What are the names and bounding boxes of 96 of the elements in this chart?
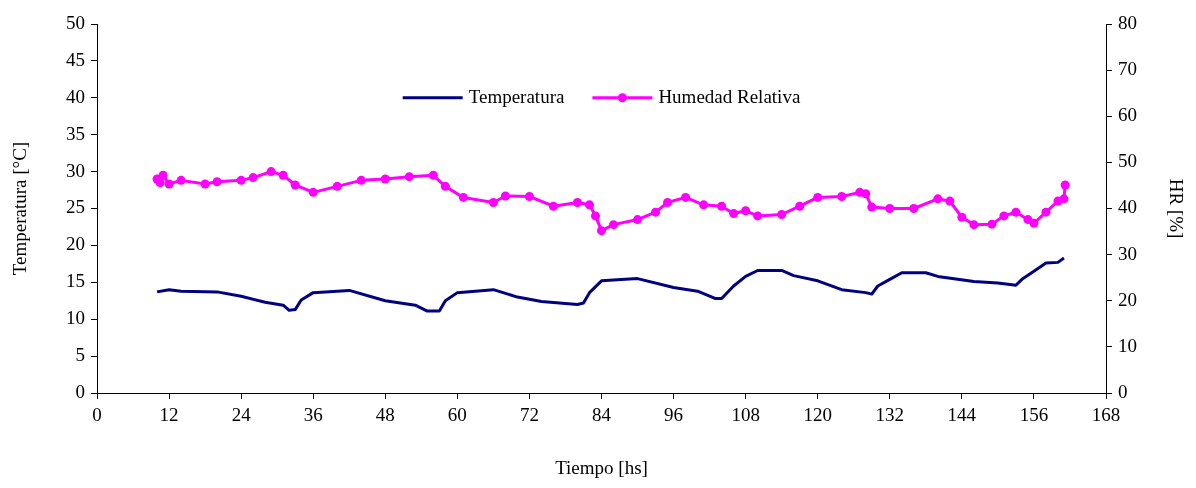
point [957,212,967,222]
x-tick-label: 120 [803,404,832,426]
y-tick-label: 25 [66,196,85,218]
point [248,173,258,183]
point [488,198,498,207]
point [1011,207,1021,217]
point [663,198,673,207]
point [164,179,174,189]
x-axis-title: Tiempo [hs] [555,456,648,478]
y2-tick-label: 20 [1118,288,1137,310]
point [500,191,510,201]
point [584,200,594,210]
y-tick-label: 40 [66,85,85,107]
y-tick-label: 30 [66,159,85,181]
y-tick-label: 20 [66,233,85,255]
point [1041,207,1051,217]
point [428,170,438,180]
x-tick-label: 144 [947,404,977,426]
y2-tick-label: 30 [1118,242,1137,264]
point [458,192,468,202]
point [236,175,246,185]
point [155,178,165,188]
y-tick-label: 45 [66,48,85,70]
x-tick-label: 36 [303,404,323,426]
y-tick-label: 15 [66,270,85,292]
point [158,170,168,180]
x-tick-label: 132 [875,404,905,426]
point [861,189,871,199]
point [777,210,787,219]
x-tick-label: 96 [664,404,684,426]
point [909,204,919,213]
point [729,209,739,219]
point [837,192,847,202]
x-tick-label: 12 [159,404,179,426]
point [999,211,1009,221]
y-tick-label: 35 [66,122,85,144]
point [212,177,222,187]
legend-label: Humedad Relativa [658,85,801,107]
point [867,202,877,212]
point [404,172,414,182]
y2-tick-label: 80 [1118,11,1137,33]
point [308,187,318,197]
point [609,220,619,230]
point [380,174,390,184]
x-tick-label: 0 [92,404,102,426]
point [753,211,763,221]
y2-tick-label: 10 [1118,334,1137,356]
point [969,220,979,230]
x-tick-label: 108 [731,404,760,426]
point [572,198,582,207]
y-tick-label: 10 [66,307,85,329]
point [1029,218,1039,228]
x-tick-label: 168 [1091,404,1121,426]
x-tick-label: 72 [519,404,539,426]
point [548,201,558,211]
point [681,192,691,202]
y-tick-label: 0 [75,380,85,402]
legend-label: Temperatura [468,85,565,107]
y2-tick-label: 40 [1118,196,1137,218]
point [266,167,276,177]
y2-tick-label: 70 [1118,58,1137,80]
point [590,211,600,221]
point [332,181,342,191]
x-tick-label: 24 [231,404,252,426]
point [200,179,210,189]
y-axis-title: Temperatura [°C] [9,141,31,276]
y2-tick-label: 60 [1118,104,1137,126]
y-tick-label: 50 [66,11,85,33]
y2-tick-label: 0 [1118,380,1128,402]
point [278,170,288,180]
point [1059,194,1069,204]
x-tick-label: 48 [375,404,395,426]
point [597,226,606,236]
point [741,206,751,216]
point [440,181,450,191]
y2-tick-label: 50 [1118,150,1137,172]
point [945,196,955,206]
point [699,200,709,210]
point [524,192,534,202]
point [1060,180,1070,190]
point [651,207,661,217]
point [795,201,805,211]
y2-axis-title: HR [%] [1165,178,1187,239]
point [290,180,300,190]
point [356,175,366,185]
x-tick-label: 84 [592,404,612,426]
x-tick-label: 156 [1019,404,1049,426]
point [813,192,823,202]
point [633,215,643,225]
point [933,194,943,204]
point [987,219,997,229]
x-tick-label: 60 [447,404,467,426]
point [717,201,727,211]
point [176,175,186,185]
y-tick-label: 5 [75,344,85,366]
point [885,204,895,213]
